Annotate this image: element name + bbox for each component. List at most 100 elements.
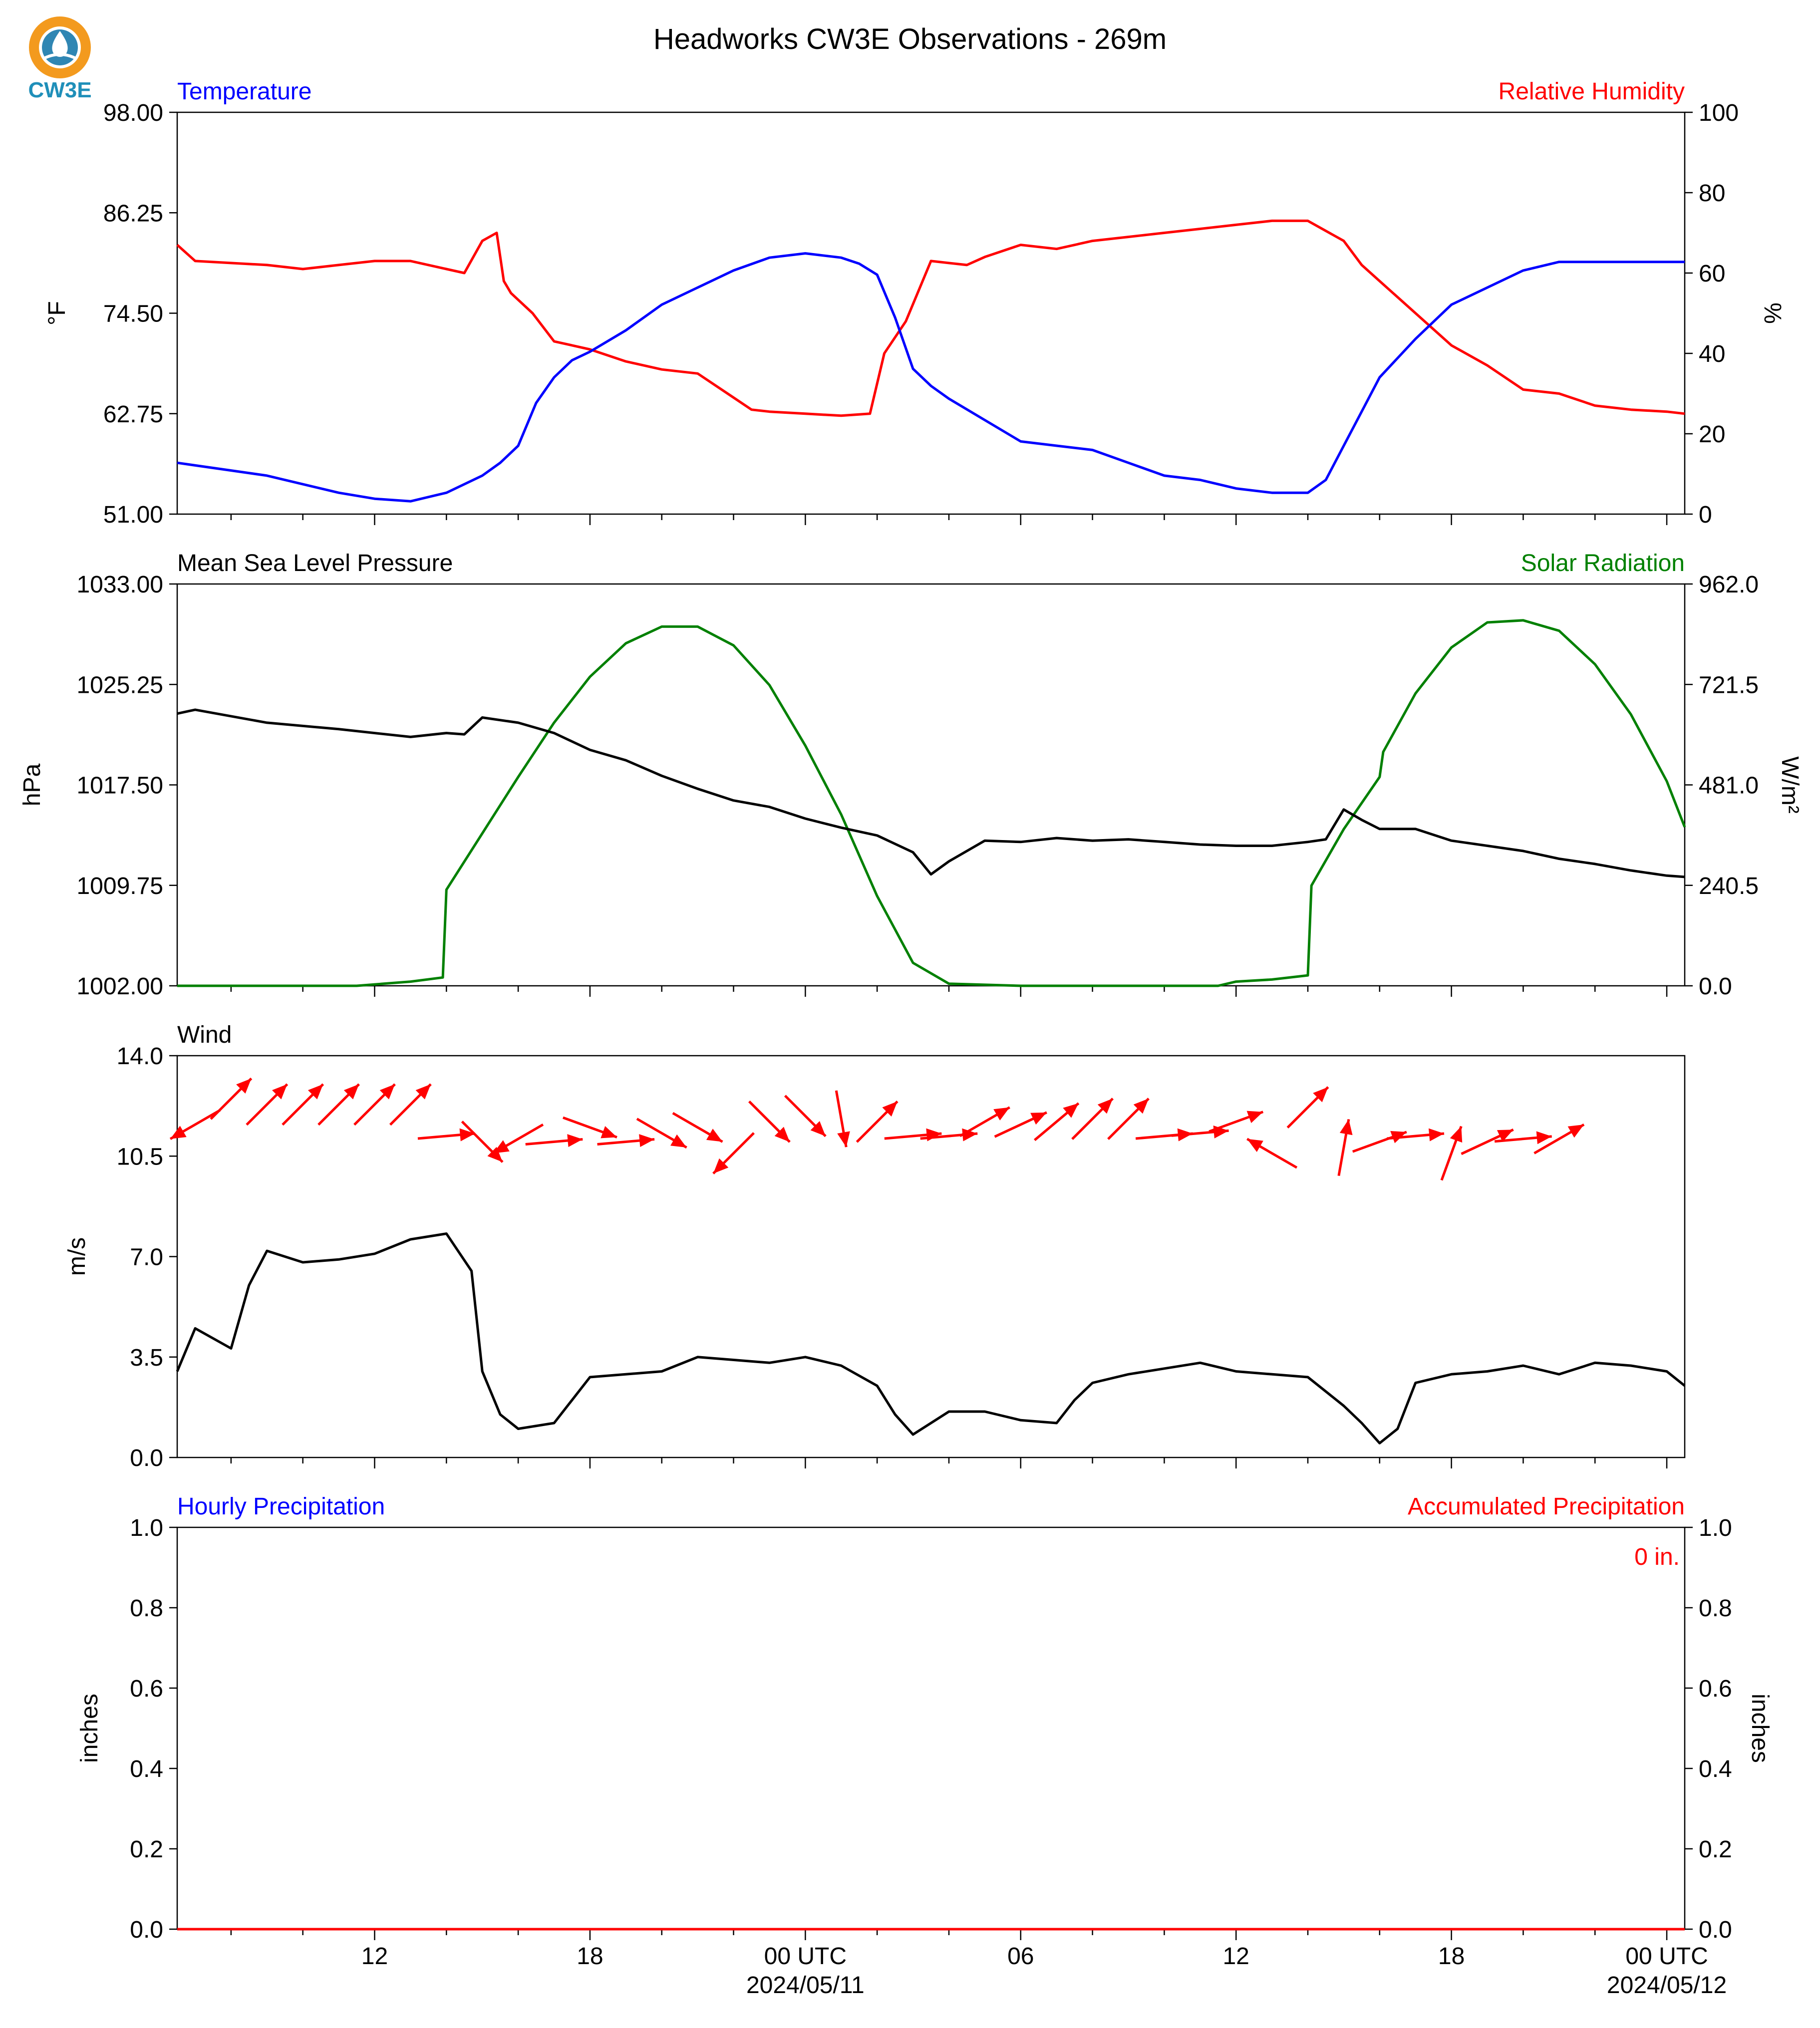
wind-direction-arrow [282, 1083, 324, 1126]
right-axis-label: W/m² [1777, 756, 1803, 814]
wind-arrow-head [1097, 1098, 1113, 1114]
x-tick-label: 12 [361, 1943, 388, 1970]
panel-precipitation-left-title: Hourly Precipitation [177, 1493, 385, 1520]
wind-direction-arrow [461, 1121, 504, 1163]
right-tick-label: 240.5 [1699, 873, 1759, 899]
left-tick-label: 0.0 [130, 1917, 163, 1943]
wind-direction-arrow [210, 1077, 253, 1120]
x-tick-label: 00 UTC [1625, 1943, 1708, 1970]
right-tick-label: 0.2 [1699, 1836, 1732, 1863]
wind-arrow-head [459, 1128, 475, 1142]
left-tick-label: 0.2 [130, 1836, 163, 1863]
wind-arrow-head [343, 1084, 359, 1100]
wind-direction-arrow [525, 1134, 583, 1148]
right-tick-label: 80 [1699, 180, 1725, 207]
x-tick-label: 18 [1438, 1943, 1465, 1970]
right-tick-label: 481.0 [1699, 773, 1759, 799]
left-tick-label: 14.0 [117, 1043, 163, 1070]
right-tick-label: 0.0 [1699, 1917, 1732, 1943]
accumulated-precip-total: 0 in. [1634, 1544, 1680, 1570]
wind-arrow-head [307, 1084, 323, 1100]
wind-direction-arrow [959, 1106, 1010, 1138]
wind-speed-line [176, 1232, 1686, 1445]
wind-arrow-head [774, 1127, 790, 1142]
wind-direction-arrow [1352, 1131, 1407, 1153]
x-tick-label: 12 [1222, 1943, 1249, 1970]
wind-arrow-head [670, 1134, 687, 1148]
wind-direction-arrow [1071, 1098, 1114, 1140]
left-axis-label: inches [76, 1694, 103, 1763]
wind-arrow-head [236, 1078, 252, 1094]
right-tick-label: 0.4 [1699, 1756, 1732, 1782]
wind-arrow-head [993, 1107, 1010, 1121]
wind-direction-arrow [1461, 1128, 1514, 1156]
wind-direction-arrow [636, 1118, 687, 1149]
wind-arrow-head [1246, 1111, 1263, 1124]
wind-arrow-head [1247, 1139, 1263, 1153]
wind-direction-arrow [1107, 1098, 1150, 1140]
wind-arrow-head [379, 1084, 395, 1100]
wind-arrow-head [810, 1121, 826, 1137]
wind-arrow-head [1063, 1103, 1079, 1118]
left-axis-label: °F [44, 301, 70, 325]
panel-wind: 0.0 3.5 7.0 10.5 14.0 Wind m/s [64, 1022, 1686, 1471]
panel-temperature-humidity: 51.00 62.75 74.50 86.25 98.00 0 20 40 60 80 100 Tem… [44, 78, 1786, 528]
wind-direction-arrow [597, 1134, 655, 1148]
x-tick-label: 18 [577, 1943, 603, 1970]
logo-text: CW3E [28, 78, 91, 102]
left-tick-label: 74.50 [103, 301, 163, 327]
panel-pressure-solar-frame [176, 583, 1686, 987]
panel-pressure-solar-right-title: Solar Radiation [1521, 550, 1685, 577]
left-tick-label: 1009.75 [76, 873, 163, 899]
panel-wind-left-title: Wind [177, 1022, 232, 1048]
left-tick-label: 0.4 [130, 1756, 163, 1782]
wind-direction-arrow [1286, 1086, 1329, 1129]
wind-arrow-head [837, 1131, 850, 1148]
wind-arrow-head [272, 1084, 288, 1100]
x-tick-label: 06 [1007, 1943, 1034, 1970]
wind-arrow-head [639, 1134, 655, 1148]
right-tick-label: 40 [1699, 341, 1725, 367]
wind-direction-arrow [835, 1090, 850, 1148]
right-tick-label: 962.0 [1699, 572, 1759, 598]
x-date-label: 2024/05/12 [1607, 1972, 1727, 1999]
wind-direction-arrow [563, 1116, 617, 1139]
wind-direction-arrow [169, 1109, 221, 1140]
left-tick-label: 0.6 [130, 1676, 163, 1702]
panel-precipitation-frame [176, 1526, 1686, 1930]
left-tick-label: 3.5 [130, 1345, 163, 1371]
wind-arrow-head [1450, 1126, 1463, 1143]
pressure-line [177, 708, 1685, 878]
right-axis-label: inches [1747, 1694, 1773, 1763]
wind-arrow-head [601, 1126, 617, 1139]
wind-arrow-head [1497, 1130, 1514, 1142]
wind-direction-arrow [417, 1128, 475, 1142]
cw3e-logo: CW3E [28, 16, 92, 102]
wind-direction-arrow [1034, 1102, 1080, 1142]
wind-direction-arrow [994, 1111, 1047, 1138]
panel-temperature-humidity-right-title: Relative Humidity [1499, 78, 1685, 105]
wind-arrow-head [493, 1140, 510, 1154]
wind-direction-arrow [1209, 1111, 1264, 1133]
left-tick-label: 10.5 [117, 1144, 163, 1170]
wind-direction-arrow [493, 1123, 544, 1155]
left-tick-label: 0.0 [130, 1445, 163, 1471]
humidity-line [176, 219, 1685, 417]
panel-pressure-solar: 1002.00 1009.75 1017.50 1025.25 1033.00 0.0 24… [19, 550, 1803, 1000]
right-tick-label: 20 [1699, 421, 1725, 448]
wind-direction-arrow [672, 1112, 723, 1143]
left-tick-label: 0.8 [130, 1595, 163, 1622]
x-date-label: 2024/05/11 [746, 1972, 865, 1999]
wind-arrow-head [706, 1129, 723, 1142]
right-tick-label: 0 [1699, 502, 1712, 528]
right-tick-label: 60 [1699, 261, 1725, 287]
wind-arrow-head [1428, 1128, 1444, 1142]
left-axis-label: m/s [64, 1237, 90, 1276]
wind-direction-arrow [353, 1083, 396, 1126]
wind-direction-arrow [1494, 1131, 1552, 1145]
wind-direction-arrow [1440, 1126, 1463, 1181]
panel-temperature-humidity-frame [176, 111, 1686, 515]
left-tick-label: 1017.50 [76, 773, 163, 799]
wind-arrow-head [170, 1126, 187, 1139]
